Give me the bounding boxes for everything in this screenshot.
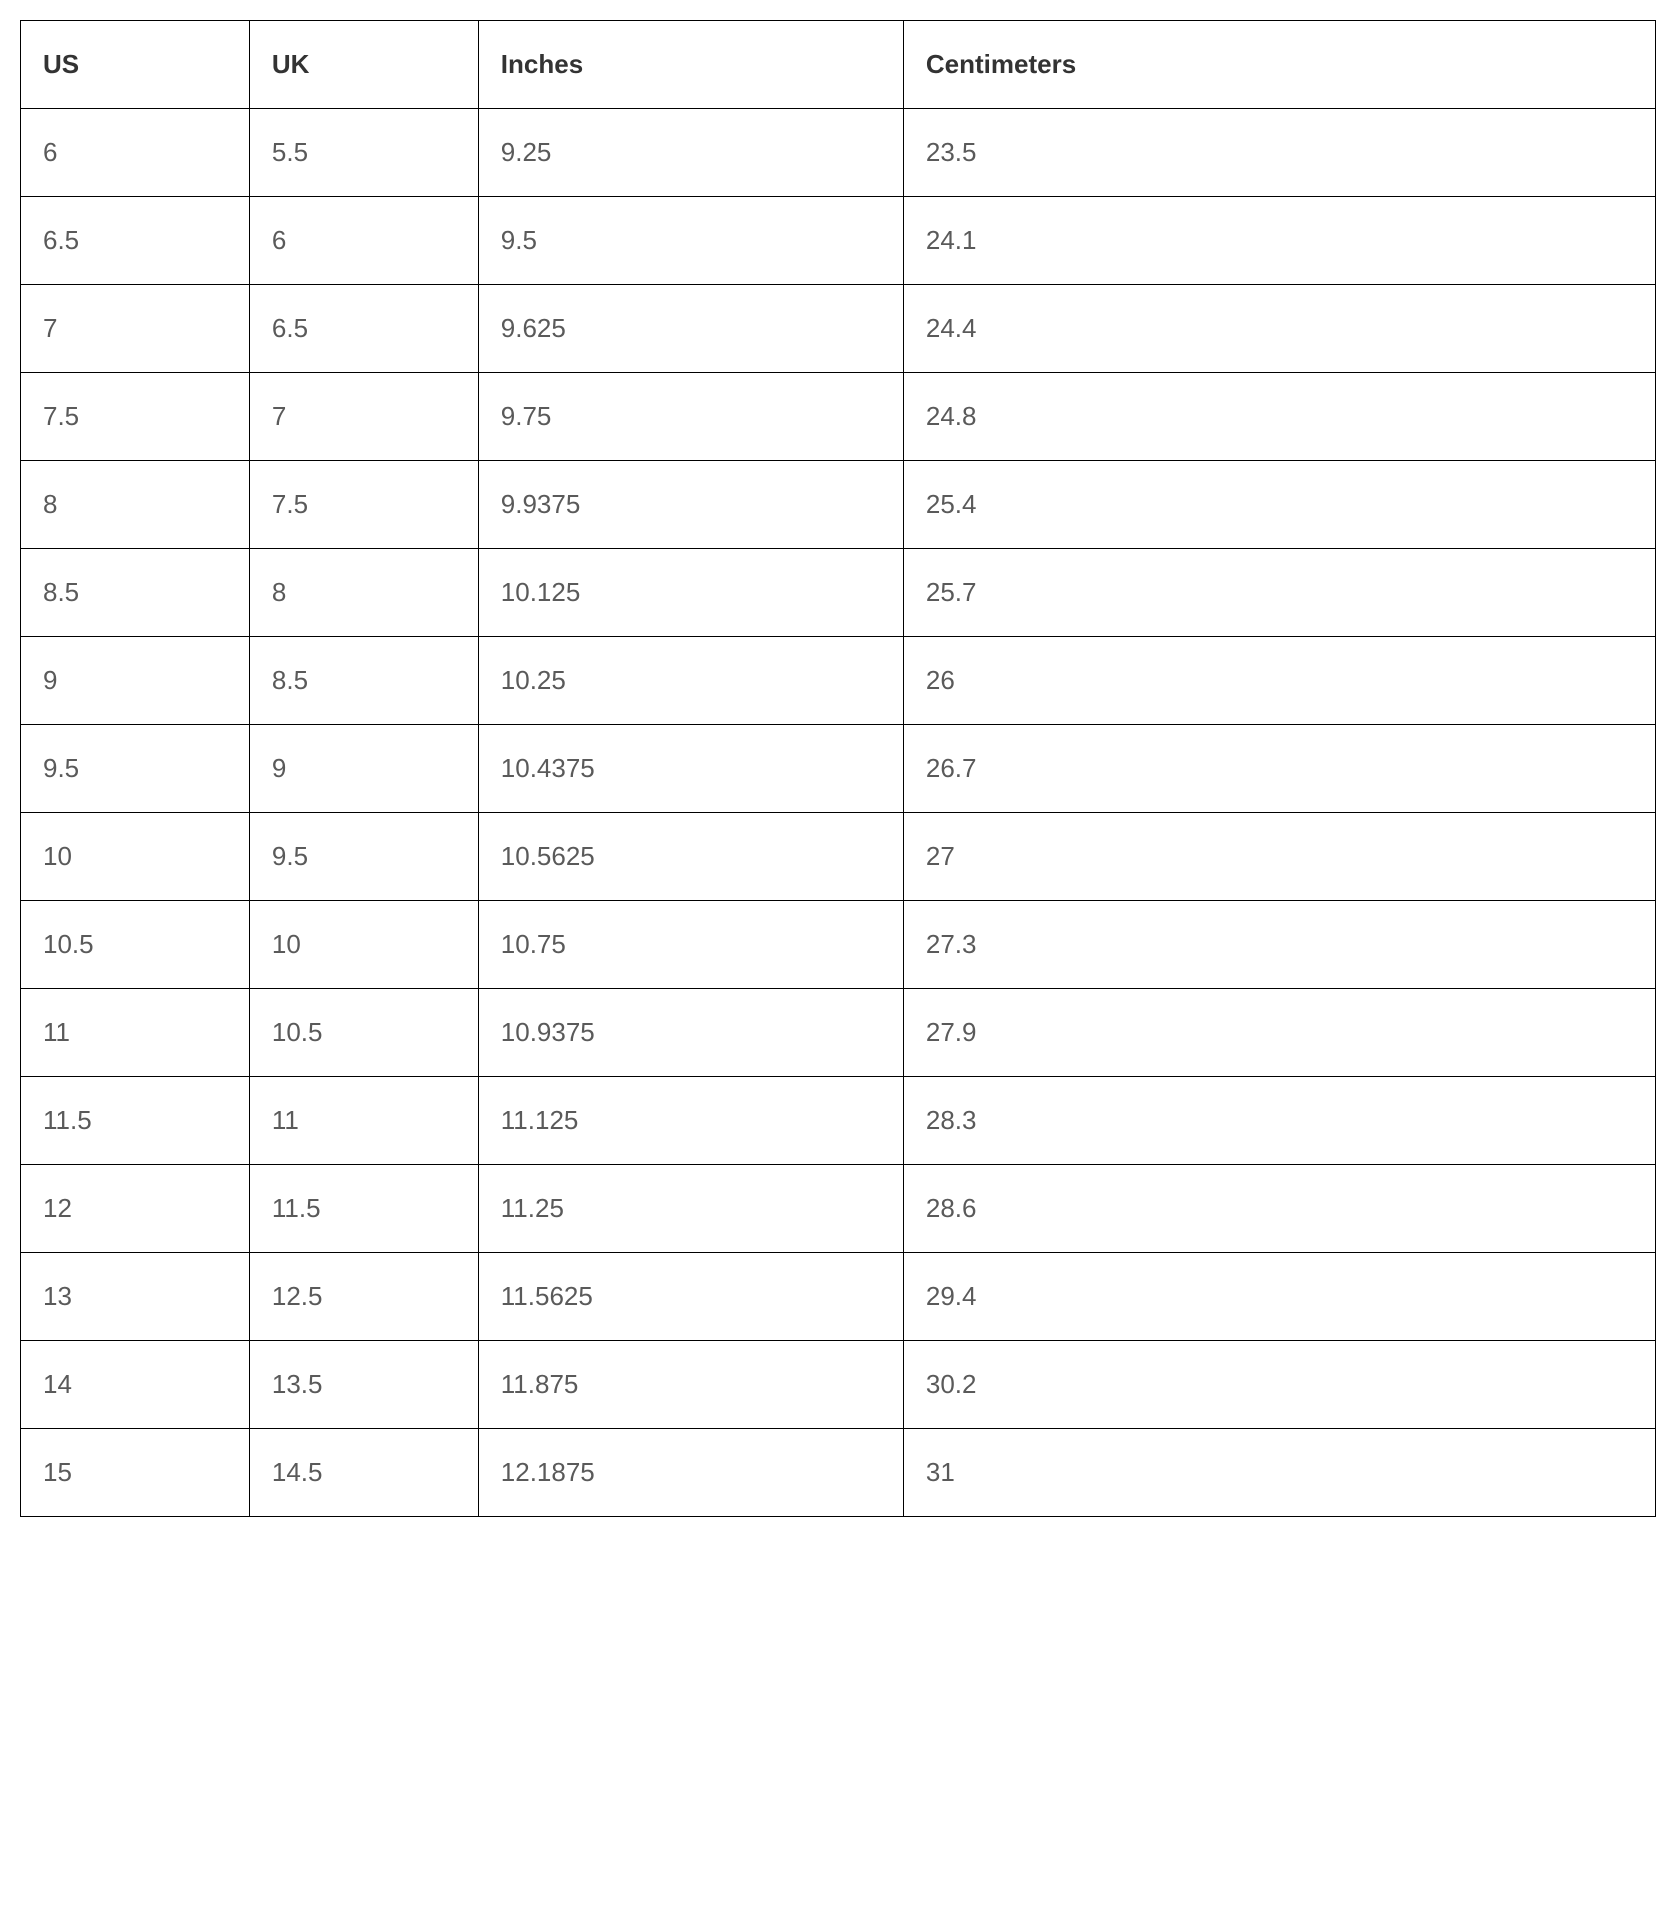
cell-us: 14	[21, 1341, 250, 1429]
cell-cm: 27.3	[903, 901, 1655, 989]
cell-us: 13	[21, 1253, 250, 1341]
table-row: 6.5 6 9.5 24.1	[21, 197, 1656, 285]
cell-us: 7.5	[21, 373, 250, 461]
cell-uk: 8	[249, 549, 478, 637]
cell-cm: 23.5	[903, 109, 1655, 197]
cell-us: 15	[21, 1429, 250, 1517]
cell-inches: 10.5625	[478, 813, 903, 901]
cell-us: 9.5	[21, 725, 250, 813]
table-header-row: US UK Inches Centimeters	[21, 21, 1656, 109]
cell-cm: 26	[903, 637, 1655, 725]
column-header-inches: Inches	[478, 21, 903, 109]
cell-inches: 10.4375	[478, 725, 903, 813]
cell-cm: 27.9	[903, 989, 1655, 1077]
cell-us: 11	[21, 989, 250, 1077]
cell-cm: 25.4	[903, 461, 1655, 549]
cell-inches: 10.9375	[478, 989, 903, 1077]
cell-uk: 11.5	[249, 1165, 478, 1253]
size-conversion-table: US UK Inches Centimeters 6 5.5 9.25 23.5…	[20, 20, 1656, 1517]
cell-inches: 11.125	[478, 1077, 903, 1165]
cell-cm: 28.3	[903, 1077, 1655, 1165]
table-row: 7.5 7 9.75 24.8	[21, 373, 1656, 461]
cell-uk: 9.5	[249, 813, 478, 901]
cell-inches: 9.625	[478, 285, 903, 373]
cell-uk: 6.5	[249, 285, 478, 373]
cell-us: 6	[21, 109, 250, 197]
cell-uk: 10.5	[249, 989, 478, 1077]
table-row: 8.5 8 10.125 25.7	[21, 549, 1656, 637]
cell-us: 9	[21, 637, 250, 725]
cell-inches: 10.75	[478, 901, 903, 989]
table-row: 11.5 11 11.125 28.3	[21, 1077, 1656, 1165]
cell-cm: 24.1	[903, 197, 1655, 285]
cell-us: 8	[21, 461, 250, 549]
cell-uk: 9	[249, 725, 478, 813]
table-row: 12 11.5 11.25 28.6	[21, 1165, 1656, 1253]
table-row: 9.5 9 10.4375 26.7	[21, 725, 1656, 813]
cell-uk: 5.5	[249, 109, 478, 197]
table-row: 9 8.5 10.25 26	[21, 637, 1656, 725]
table-row: 7 6.5 9.625 24.4	[21, 285, 1656, 373]
cell-uk: 6	[249, 197, 478, 285]
table-row: 14 13.5 11.875 30.2	[21, 1341, 1656, 1429]
cell-inches: 11.25	[478, 1165, 903, 1253]
cell-us: 10.5	[21, 901, 250, 989]
cell-cm: 29.4	[903, 1253, 1655, 1341]
cell-us: 10	[21, 813, 250, 901]
table-row: 13 12.5 11.5625 29.4	[21, 1253, 1656, 1341]
table-row: 15 14.5 12.1875 31	[21, 1429, 1656, 1517]
cell-us: 11.5	[21, 1077, 250, 1165]
table-body: 6 5.5 9.25 23.5 6.5 6 9.5 24.1 7 6.5 9.6…	[21, 109, 1656, 1517]
cell-uk: 7.5	[249, 461, 478, 549]
cell-inches: 9.5	[478, 197, 903, 285]
cell-cm: 31	[903, 1429, 1655, 1517]
cell-uk: 11	[249, 1077, 478, 1165]
table-row: 8 7.5 9.9375 25.4	[21, 461, 1656, 549]
table-row: 11 10.5 10.9375 27.9	[21, 989, 1656, 1077]
cell-us: 8.5	[21, 549, 250, 637]
cell-inches: 9.9375	[478, 461, 903, 549]
cell-cm: 24.4	[903, 285, 1655, 373]
cell-uk: 14.5	[249, 1429, 478, 1517]
cell-inches: 9.25	[478, 109, 903, 197]
table-row: 10 9.5 10.5625 27	[21, 813, 1656, 901]
cell-us: 6.5	[21, 197, 250, 285]
table-row: 6 5.5 9.25 23.5	[21, 109, 1656, 197]
cell-inches: 10.125	[478, 549, 903, 637]
column-header-us: US	[21, 21, 250, 109]
cell-uk: 7	[249, 373, 478, 461]
cell-uk: 10	[249, 901, 478, 989]
cell-us: 12	[21, 1165, 250, 1253]
cell-cm: 28.6	[903, 1165, 1655, 1253]
cell-inches: 9.75	[478, 373, 903, 461]
cell-uk: 8.5	[249, 637, 478, 725]
table-row: 10.5 10 10.75 27.3	[21, 901, 1656, 989]
cell-us: 7	[21, 285, 250, 373]
column-header-centimeters: Centimeters	[903, 21, 1655, 109]
cell-uk: 12.5	[249, 1253, 478, 1341]
cell-inches: 11.5625	[478, 1253, 903, 1341]
cell-cm: 24.8	[903, 373, 1655, 461]
cell-cm: 30.2	[903, 1341, 1655, 1429]
cell-inches: 12.1875	[478, 1429, 903, 1517]
table-header: US UK Inches Centimeters	[21, 21, 1656, 109]
cell-cm: 25.7	[903, 549, 1655, 637]
cell-inches: 11.875	[478, 1341, 903, 1429]
cell-cm: 27	[903, 813, 1655, 901]
cell-uk: 13.5	[249, 1341, 478, 1429]
cell-cm: 26.7	[903, 725, 1655, 813]
column-header-uk: UK	[249, 21, 478, 109]
cell-inches: 10.25	[478, 637, 903, 725]
